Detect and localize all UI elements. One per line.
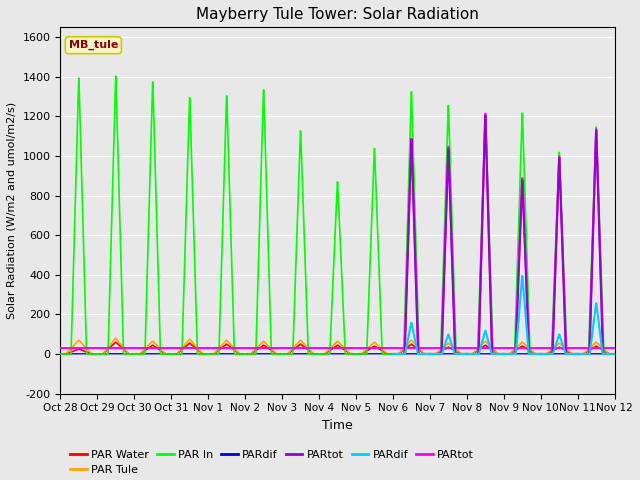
Legend: PAR Water, PAR Tule, PAR In, PARdif, PARtot, PARdif, PARtot: PAR Water, PAR Tule, PAR In, PARdif, PAR…	[66, 445, 479, 480]
Text: MB_tule: MB_tule	[68, 40, 118, 50]
Y-axis label: Solar Radiation (W/m2 and umol/m2/s): Solar Radiation (W/m2 and umol/m2/s)	[7, 102, 17, 319]
X-axis label: Time: Time	[322, 419, 353, 432]
Title: Mayberry Tule Tower: Solar Radiation: Mayberry Tule Tower: Solar Radiation	[196, 7, 479, 22]
